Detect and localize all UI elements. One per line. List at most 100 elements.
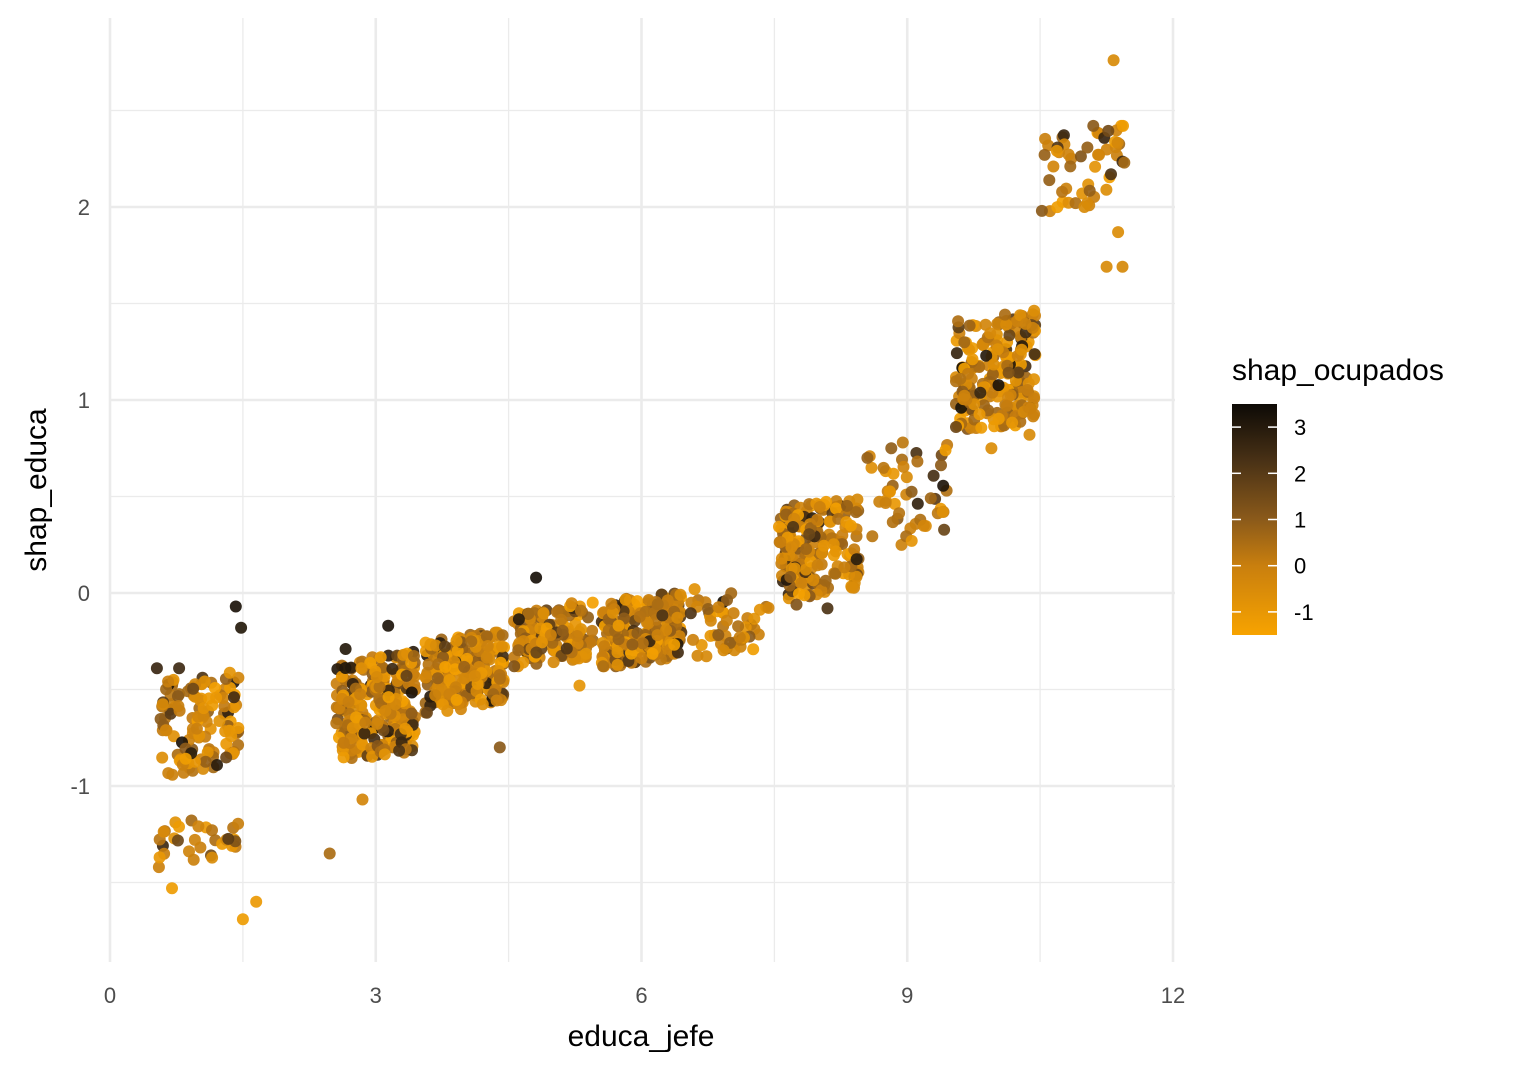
data-point bbox=[481, 640, 494, 652]
data-point bbox=[821, 602, 834, 615]
data-point bbox=[950, 347, 963, 360]
data-point bbox=[642, 594, 655, 606]
data-point bbox=[379, 704, 392, 717]
data-point bbox=[748, 612, 761, 625]
data-point bbox=[382, 619, 395, 632]
data-point bbox=[1023, 428, 1036, 441]
data-point bbox=[429, 639, 442, 652]
data-point bbox=[671, 611, 684, 624]
data-point bbox=[219, 725, 232, 738]
data-point bbox=[339, 643, 352, 655]
data-point bbox=[774, 536, 787, 549]
data-point bbox=[159, 724, 172, 737]
data-point bbox=[813, 501, 826, 513]
data-point bbox=[342, 695, 355, 708]
data-point bbox=[830, 502, 842, 515]
data-point bbox=[651, 598, 664, 611]
colorbar-tick-label: -1 bbox=[1294, 600, 1314, 625]
data-point bbox=[598, 640, 611, 653]
data-point bbox=[522, 607, 535, 620]
data-point bbox=[370, 671, 383, 684]
data-point bbox=[811, 513, 824, 526]
data-point bbox=[1014, 309, 1027, 322]
data-point bbox=[439, 661, 452, 673]
data-point bbox=[1105, 168, 1117, 181]
data-point bbox=[480, 630, 493, 643]
data-point bbox=[339, 662, 352, 674]
data-point bbox=[896, 436, 909, 449]
data-point bbox=[790, 598, 803, 611]
data-point bbox=[228, 701, 240, 714]
data-point bbox=[668, 638, 681, 651]
data-point bbox=[374, 651, 387, 664]
data-point bbox=[954, 372, 967, 385]
data-point bbox=[885, 442, 898, 455]
data-point bbox=[1089, 160, 1102, 173]
data-point bbox=[211, 759, 223, 771]
data-point bbox=[399, 722, 412, 735]
x-tick-label: 0 bbox=[104, 983, 116, 1008]
data-point bbox=[201, 746, 214, 759]
data-point bbox=[586, 624, 599, 637]
data-point bbox=[838, 561, 851, 574]
data-point bbox=[974, 386, 987, 399]
data-point bbox=[431, 672, 444, 685]
y-tick-label: -1 bbox=[70, 774, 90, 799]
data-point bbox=[733, 631, 746, 644]
data-point bbox=[1015, 343, 1028, 356]
data-point bbox=[465, 635, 478, 648]
data-point bbox=[1006, 416, 1019, 429]
data-point bbox=[173, 662, 186, 675]
data-point bbox=[636, 637, 649, 650]
data-point bbox=[1057, 129, 1070, 142]
data-point bbox=[635, 652, 648, 665]
data-point bbox=[156, 751, 169, 764]
data-point bbox=[987, 358, 1000, 371]
data-point bbox=[606, 606, 619, 619]
data-point bbox=[695, 639, 708, 651]
data-point bbox=[420, 706, 433, 719]
data-point bbox=[458, 660, 471, 673]
data-point bbox=[631, 595, 644, 608]
data-point bbox=[712, 629, 725, 641]
data-point bbox=[1035, 204, 1048, 217]
data-point bbox=[1112, 226, 1125, 239]
x-axis-ticks: 0 3 6 9 12 bbox=[104, 983, 1185, 1008]
data-point bbox=[152, 861, 165, 874]
data-point bbox=[973, 408, 986, 421]
data-point bbox=[449, 681, 462, 694]
data-point bbox=[619, 593, 632, 606]
data-point bbox=[712, 601, 725, 614]
data-point bbox=[209, 682, 221, 694]
data-point bbox=[1083, 184, 1096, 197]
data-point bbox=[1081, 141, 1094, 154]
data-point bbox=[150, 662, 163, 675]
data-point bbox=[210, 691, 223, 704]
data-point bbox=[512, 613, 525, 626]
data-point bbox=[991, 343, 1004, 356]
data-point bbox=[702, 603, 715, 615]
data-point bbox=[1078, 201, 1091, 213]
data-point bbox=[651, 629, 664, 642]
data-point bbox=[386, 662, 399, 675]
data-point bbox=[1042, 139, 1055, 152]
data-point bbox=[1028, 348, 1041, 361]
data-point bbox=[952, 315, 965, 328]
data-point bbox=[1043, 174, 1056, 187]
data-point bbox=[199, 755, 212, 768]
data-point bbox=[555, 613, 568, 626]
data-point bbox=[963, 319, 976, 332]
data-point bbox=[762, 601, 775, 614]
data-point bbox=[571, 630, 584, 642]
data-point bbox=[493, 741, 506, 754]
data-point bbox=[493, 669, 506, 682]
data-point bbox=[800, 543, 813, 555]
data-point bbox=[530, 571, 543, 584]
data-point bbox=[700, 650, 713, 663]
data-point bbox=[905, 534, 918, 547]
data-point bbox=[958, 389, 971, 402]
data-point bbox=[232, 722, 245, 734]
data-point bbox=[358, 727, 371, 740]
data-point bbox=[166, 882, 178, 895]
data-point bbox=[819, 574, 832, 587]
